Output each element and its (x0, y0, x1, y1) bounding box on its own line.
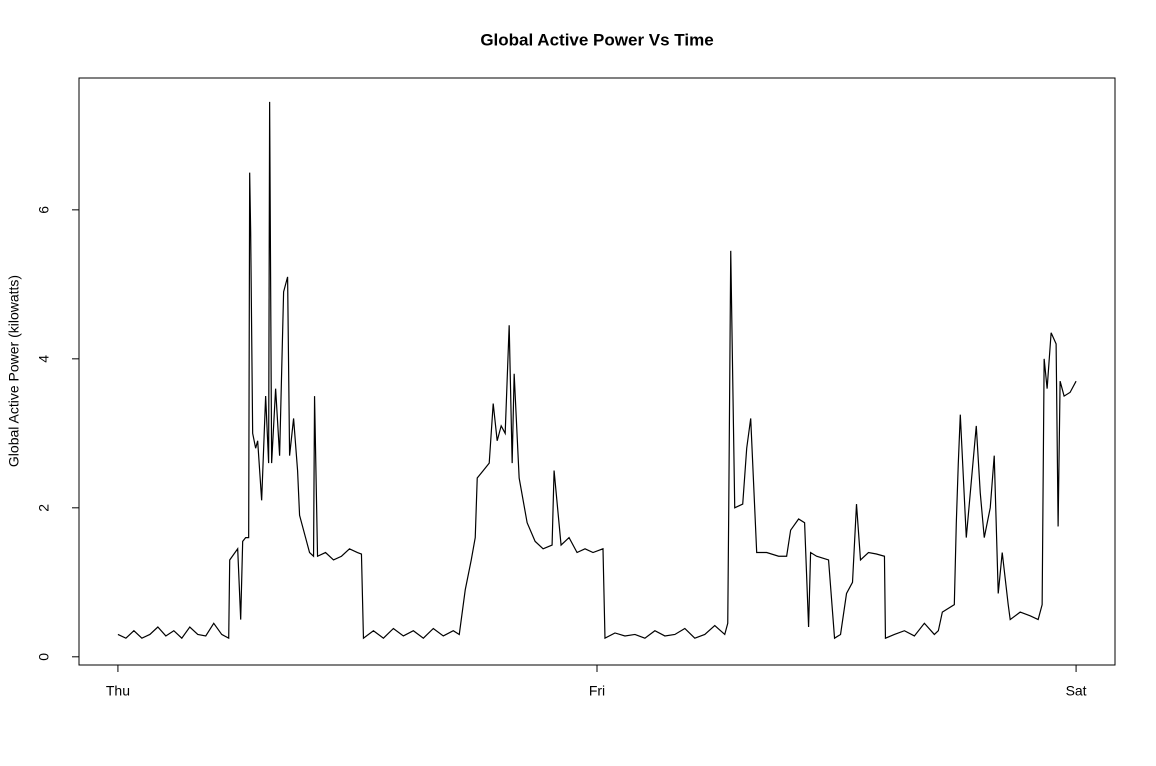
x-tick-label: Sat (1066, 683, 1087, 699)
y-tick-label: 4 (36, 355, 52, 363)
y-axis-label: Global Active Power (kilowatts) (6, 275, 22, 467)
chart-title: Global Active Power Vs Time (480, 30, 713, 49)
y-tick-label: 6 (36, 206, 52, 214)
y-tick-label: 0 (36, 653, 52, 661)
plot-frame (78, 77, 1116, 666)
data-line (117, 101, 1077, 640)
x-tick-label: Fri (589, 683, 605, 699)
x-tick-label: Thu (106, 683, 130, 699)
y-tick-label: 2 (36, 504, 52, 512)
